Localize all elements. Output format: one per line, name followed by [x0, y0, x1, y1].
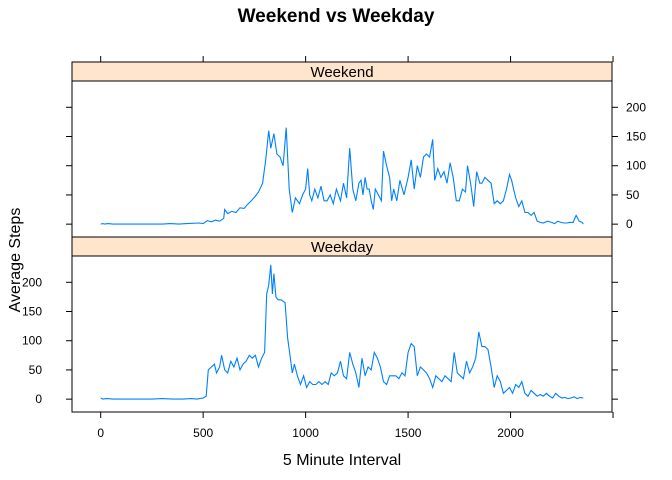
y-axis-title: Average Steps: [7, 208, 24, 313]
chart-title: Weekend vs Weekday: [238, 6, 435, 27]
y-tick-label-weekend: 50: [626, 188, 640, 202]
strip-label-weekday: Weekday: [311, 239, 374, 256]
ticks-weekday: 0 50 100 150 200: [22, 275, 618, 406]
x-tick-label: 2000: [497, 426, 524, 440]
x-tick-label: 0: [97, 426, 104, 440]
y-tick-label-weekday: 100: [22, 334, 42, 348]
series-line-weekend: [100, 127, 584, 225]
panel-weekend: Weekend 0 50 100 150 200: [66, 61, 646, 238]
x-axis: 0 500 1000 1500 2000: [97, 56, 614, 440]
y-tick-label-weekend: 0: [626, 217, 633, 231]
panel-weekday: Weekday 0 50 100 150 200: [22, 236, 618, 413]
y-tick-label-weekend: 150: [626, 130, 646, 144]
y-tick-label-weekday: 150: [22, 305, 42, 319]
x-tick-label: 1000: [292, 426, 319, 440]
ticks-weekend: 0 50 100 150 200: [66, 100, 646, 231]
y-tick-label-weekday: 0: [35, 392, 42, 406]
y-tick-label-weekday: 200: [22, 275, 42, 289]
y-tick-label-weekend: 100: [626, 159, 646, 173]
y-tick-label-weekend: 200: [626, 100, 646, 114]
x-axis-title: 5 Minute Interval: [283, 452, 401, 469]
x-tick-label: 500: [193, 426, 213, 440]
panel-frame-weekend: [71, 80, 613, 238]
series-line-weekday: [100, 264, 584, 400]
panel-frame-weekday: [71, 255, 613, 413]
y-tick-label-weekday: 50: [29, 363, 43, 377]
strip-label-weekend: Weekend: [310, 64, 373, 81]
x-tick-label: 1500: [395, 426, 422, 440]
